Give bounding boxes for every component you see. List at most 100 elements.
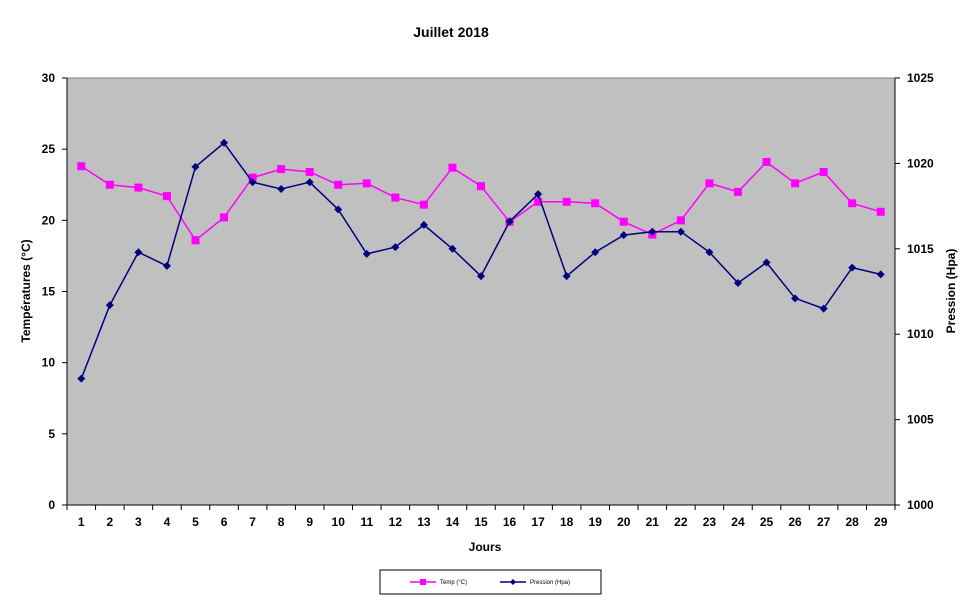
data-point xyxy=(591,248,600,257)
y-right-tick-label: 1010 xyxy=(907,327,934,341)
data-point xyxy=(448,163,457,172)
data-point xyxy=(819,167,828,176)
data-point xyxy=(733,187,742,196)
data-point xyxy=(619,217,628,226)
x-tick-label: 27 xyxy=(817,515,831,529)
series-layer xyxy=(77,138,885,383)
x-tick-label: 4 xyxy=(164,515,171,529)
x-tick-label: 23 xyxy=(703,515,717,529)
x-tick-label: 29 xyxy=(874,515,888,529)
chart-title: Juillet 2018 xyxy=(413,24,489,40)
y-right-tick-label: 1025 xyxy=(907,71,934,85)
data-point xyxy=(305,167,314,176)
data-point xyxy=(248,178,257,187)
x-tick-label: 9 xyxy=(306,515,313,529)
y-axis-right-label: Pression (Hpa) xyxy=(944,249,958,334)
data-point xyxy=(562,272,571,281)
x-tick-label: 1 xyxy=(78,515,85,529)
data-point xyxy=(534,197,543,206)
legend-marker xyxy=(420,579,426,585)
data-point xyxy=(191,236,200,245)
data-point xyxy=(619,231,628,240)
x-tick-label: 18 xyxy=(560,515,574,529)
right-axis: 1000 1005 1010 1015 1020 1025 xyxy=(894,71,934,512)
data-point xyxy=(220,213,229,222)
data-point xyxy=(105,301,114,310)
data-point xyxy=(77,374,86,383)
legend-item: Pression (Hpa) xyxy=(500,579,570,586)
x-tick-label: 16 xyxy=(503,515,517,529)
data-point xyxy=(391,193,400,202)
y-left-tick-label: 0 xyxy=(48,498,55,512)
data-point xyxy=(362,179,371,188)
x-tick-label: 25 xyxy=(760,515,774,529)
legend-label: Pression (Hpa) xyxy=(530,580,570,586)
data-point xyxy=(162,261,171,270)
data-point xyxy=(105,180,114,189)
y-left-tick-label: 10 xyxy=(42,356,56,370)
data-point xyxy=(876,207,885,216)
legend-item: Temp (°C) xyxy=(410,579,467,586)
plot-area xyxy=(66,77,896,506)
x-tick-label: 24 xyxy=(731,515,745,529)
data-point xyxy=(505,217,514,226)
data-point xyxy=(334,180,343,189)
data-point xyxy=(419,200,428,209)
x-tick-label: 20 xyxy=(617,515,631,529)
data-point xyxy=(134,248,143,257)
data-point xyxy=(733,278,742,287)
legend-marker xyxy=(510,579,516,585)
data-point xyxy=(277,185,286,194)
data-point xyxy=(134,183,143,192)
x-tick-label: 22 xyxy=(674,515,688,529)
data-point xyxy=(762,157,771,166)
data-point xyxy=(791,294,800,303)
y-axis-left-label: Températures (°C) xyxy=(19,239,33,342)
y-left-tick-label: 5 xyxy=(48,427,55,441)
x-tick-label: 5 xyxy=(192,515,199,529)
data-point xyxy=(191,162,200,171)
y-left-tick-label: 25 xyxy=(42,142,56,156)
x-tick-label: 3 xyxy=(135,515,142,529)
data-point xyxy=(676,216,685,225)
data-point xyxy=(334,205,343,214)
x-tick-label: 13 xyxy=(417,515,431,529)
data-point xyxy=(848,199,857,208)
y-right-tick-label: 1020 xyxy=(907,156,934,170)
data-point xyxy=(676,227,685,236)
data-point xyxy=(848,263,857,272)
x-tick-label: 6 xyxy=(221,515,228,529)
data-point xyxy=(305,178,314,187)
data-point xyxy=(277,165,286,174)
data-point xyxy=(562,197,571,206)
data-point xyxy=(705,179,714,188)
data-point xyxy=(477,182,485,191)
x-tick-label: 17 xyxy=(531,515,545,529)
x-tick-label: 14 xyxy=(446,515,460,529)
data-point xyxy=(791,179,800,188)
x-axis-label: Jours xyxy=(469,540,502,554)
x-tick-label: 12 xyxy=(389,515,403,529)
x-tick-label: 15 xyxy=(474,515,488,529)
data-point xyxy=(819,304,828,313)
y-left-tick-label: 30 xyxy=(42,71,56,85)
data-point xyxy=(362,249,371,258)
x-tick-label: 19 xyxy=(589,515,603,529)
x-tick-label: 26 xyxy=(788,515,802,529)
y-left-tick-label: 20 xyxy=(42,213,56,227)
data-point xyxy=(248,173,257,182)
data-point xyxy=(391,243,400,252)
data-point xyxy=(419,220,428,229)
data-point xyxy=(762,258,771,267)
y-right-tick-label: 1015 xyxy=(907,242,934,256)
x-tick-label: 21 xyxy=(646,515,660,529)
x-tick-label: 2 xyxy=(106,515,113,529)
data-point xyxy=(705,248,714,257)
legend: Temp (°C) Pression (Hpa) xyxy=(379,569,602,595)
data-point xyxy=(162,192,171,201)
series-2 xyxy=(77,138,885,383)
data-point xyxy=(591,199,600,208)
legend-label: Temp (°C) xyxy=(440,580,467,586)
data-point xyxy=(220,138,229,147)
